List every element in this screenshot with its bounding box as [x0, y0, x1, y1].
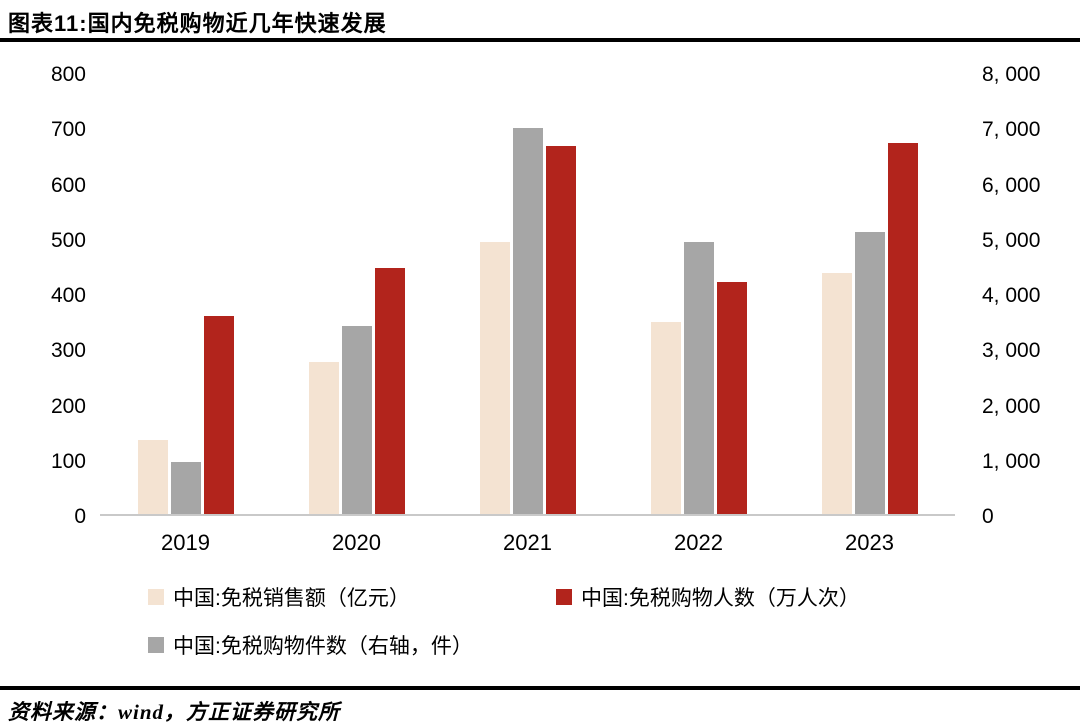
legend-row-1: 中国:免税销售额（亿元） 中国:免税购物人数（万人次）: [148, 582, 968, 612]
chart-area: 800 700 600 500 400 300 200 100 0 8, 000 7, 000 6,…: [0, 48, 1080, 658]
left-axis-tick: 600: [50, 173, 86, 197]
bar-groups: [100, 76, 955, 514]
right-axis-tick: 5, 000: [982, 228, 1041, 252]
bar-2022: [650, 322, 681, 514]
bar-2021: [479, 241, 510, 514]
title-divider: [0, 38, 1080, 42]
legend-row-2: 中国:免税购物件数（右轴，件）: [148, 630, 968, 660]
x-label-2021: 2021: [503, 530, 552, 555]
left-axis-tick: 500: [50, 228, 86, 252]
bar-group-2021: [442, 76, 613, 514]
bar-2023: [821, 273, 852, 514]
legend-label-sales: 中国:免税销售额（亿元）: [173, 587, 410, 610]
bar-2022: [683, 242, 714, 514]
bar-group-2020: [271, 76, 442, 514]
x-label-2019: 2019: [161, 530, 210, 555]
bar-2022: [716, 282, 747, 514]
x-label-2022: 2022: [674, 530, 723, 555]
chart-title: 图表11:国内免税购物近几年快速发展: [8, 11, 387, 36]
right-axis-tick: 0: [982, 505, 994, 528]
legend-label-visitors: 中国:免税购物人数（万人次）: [581, 587, 860, 610]
left-axis-tick: 200: [50, 394, 86, 418]
right-axis-tick: 7, 000: [982, 118, 1041, 142]
bar-2021: [545, 146, 576, 514]
right-axis-tick: 8, 000: [982, 63, 1041, 86]
right-axis-tick: 6, 000: [982, 173, 1041, 197]
left-axis-tick: 0: [74, 505, 86, 528]
bar-2020: [308, 361, 339, 514]
legend-swatch-items: [148, 637, 164, 653]
bar-2020: [341, 326, 372, 514]
legend-item-items: 中国:免税购物件数（右轴，件）: [148, 630, 473, 660]
left-axis-tick: 300: [50, 339, 86, 363]
bar-2019: [137, 439, 168, 514]
bar-2019: [203, 316, 234, 514]
legend-item-sales: 中国:免税销售额（亿元）: [148, 582, 556, 612]
source-note: 资料来源：wind，方正证券研究所: [8, 700, 341, 724]
x-axis-line: [100, 514, 955, 516]
bar-2023: [887, 142, 918, 514]
bar-2021: [512, 127, 543, 514]
legend-label-items: 中国:免税购物件数（右轴，件）: [173, 635, 473, 658]
legend-swatch-sales: [148, 589, 164, 605]
bar-2020: [374, 267, 405, 514]
left-axis-tick: 800: [50, 63, 86, 86]
legend: 中国:免税销售额（亿元） 中国:免税购物人数（万人次） 中国:免税购物件数（右轴…: [148, 582, 968, 678]
legend-item-visitors: 中国:免税购物人数（万人次）: [556, 582, 860, 612]
left-axis-tick: 100: [50, 449, 86, 473]
x-label-2020: 2020: [332, 530, 381, 555]
left-axis-tick: 400: [50, 284, 86, 307]
bar-group-2023: [784, 76, 955, 514]
right-axis-tick: 3, 000: [982, 339, 1041, 363]
bar-2023: [854, 232, 885, 514]
footer-divider: [0, 686, 1080, 690]
bar-group-2019: [100, 76, 271, 514]
right-axis-ticks: 8, 000 7, 000 6, 000 5, 000 4, 000 3, 000 2, 0…: [982, 63, 1074, 529]
plot-area: [100, 76, 955, 516]
bar-group-2022: [613, 76, 784, 514]
right-axis-tick: 1, 000: [982, 449, 1041, 473]
x-axis-labels: 2019 2020 2021 2022 2023: [100, 530, 955, 556]
bar-2019: [170, 462, 201, 514]
legend-swatch-visitors: [556, 589, 572, 605]
x-label-2023: 2023: [845, 530, 894, 555]
left-axis-ticks: 800 700 600 500 400 300 200 100 0: [0, 63, 86, 529]
right-axis-tick: 2, 000: [982, 394, 1041, 418]
right-axis-tick: 4, 000: [982, 284, 1041, 307]
left-axis-tick: 700: [50, 118, 86, 142]
